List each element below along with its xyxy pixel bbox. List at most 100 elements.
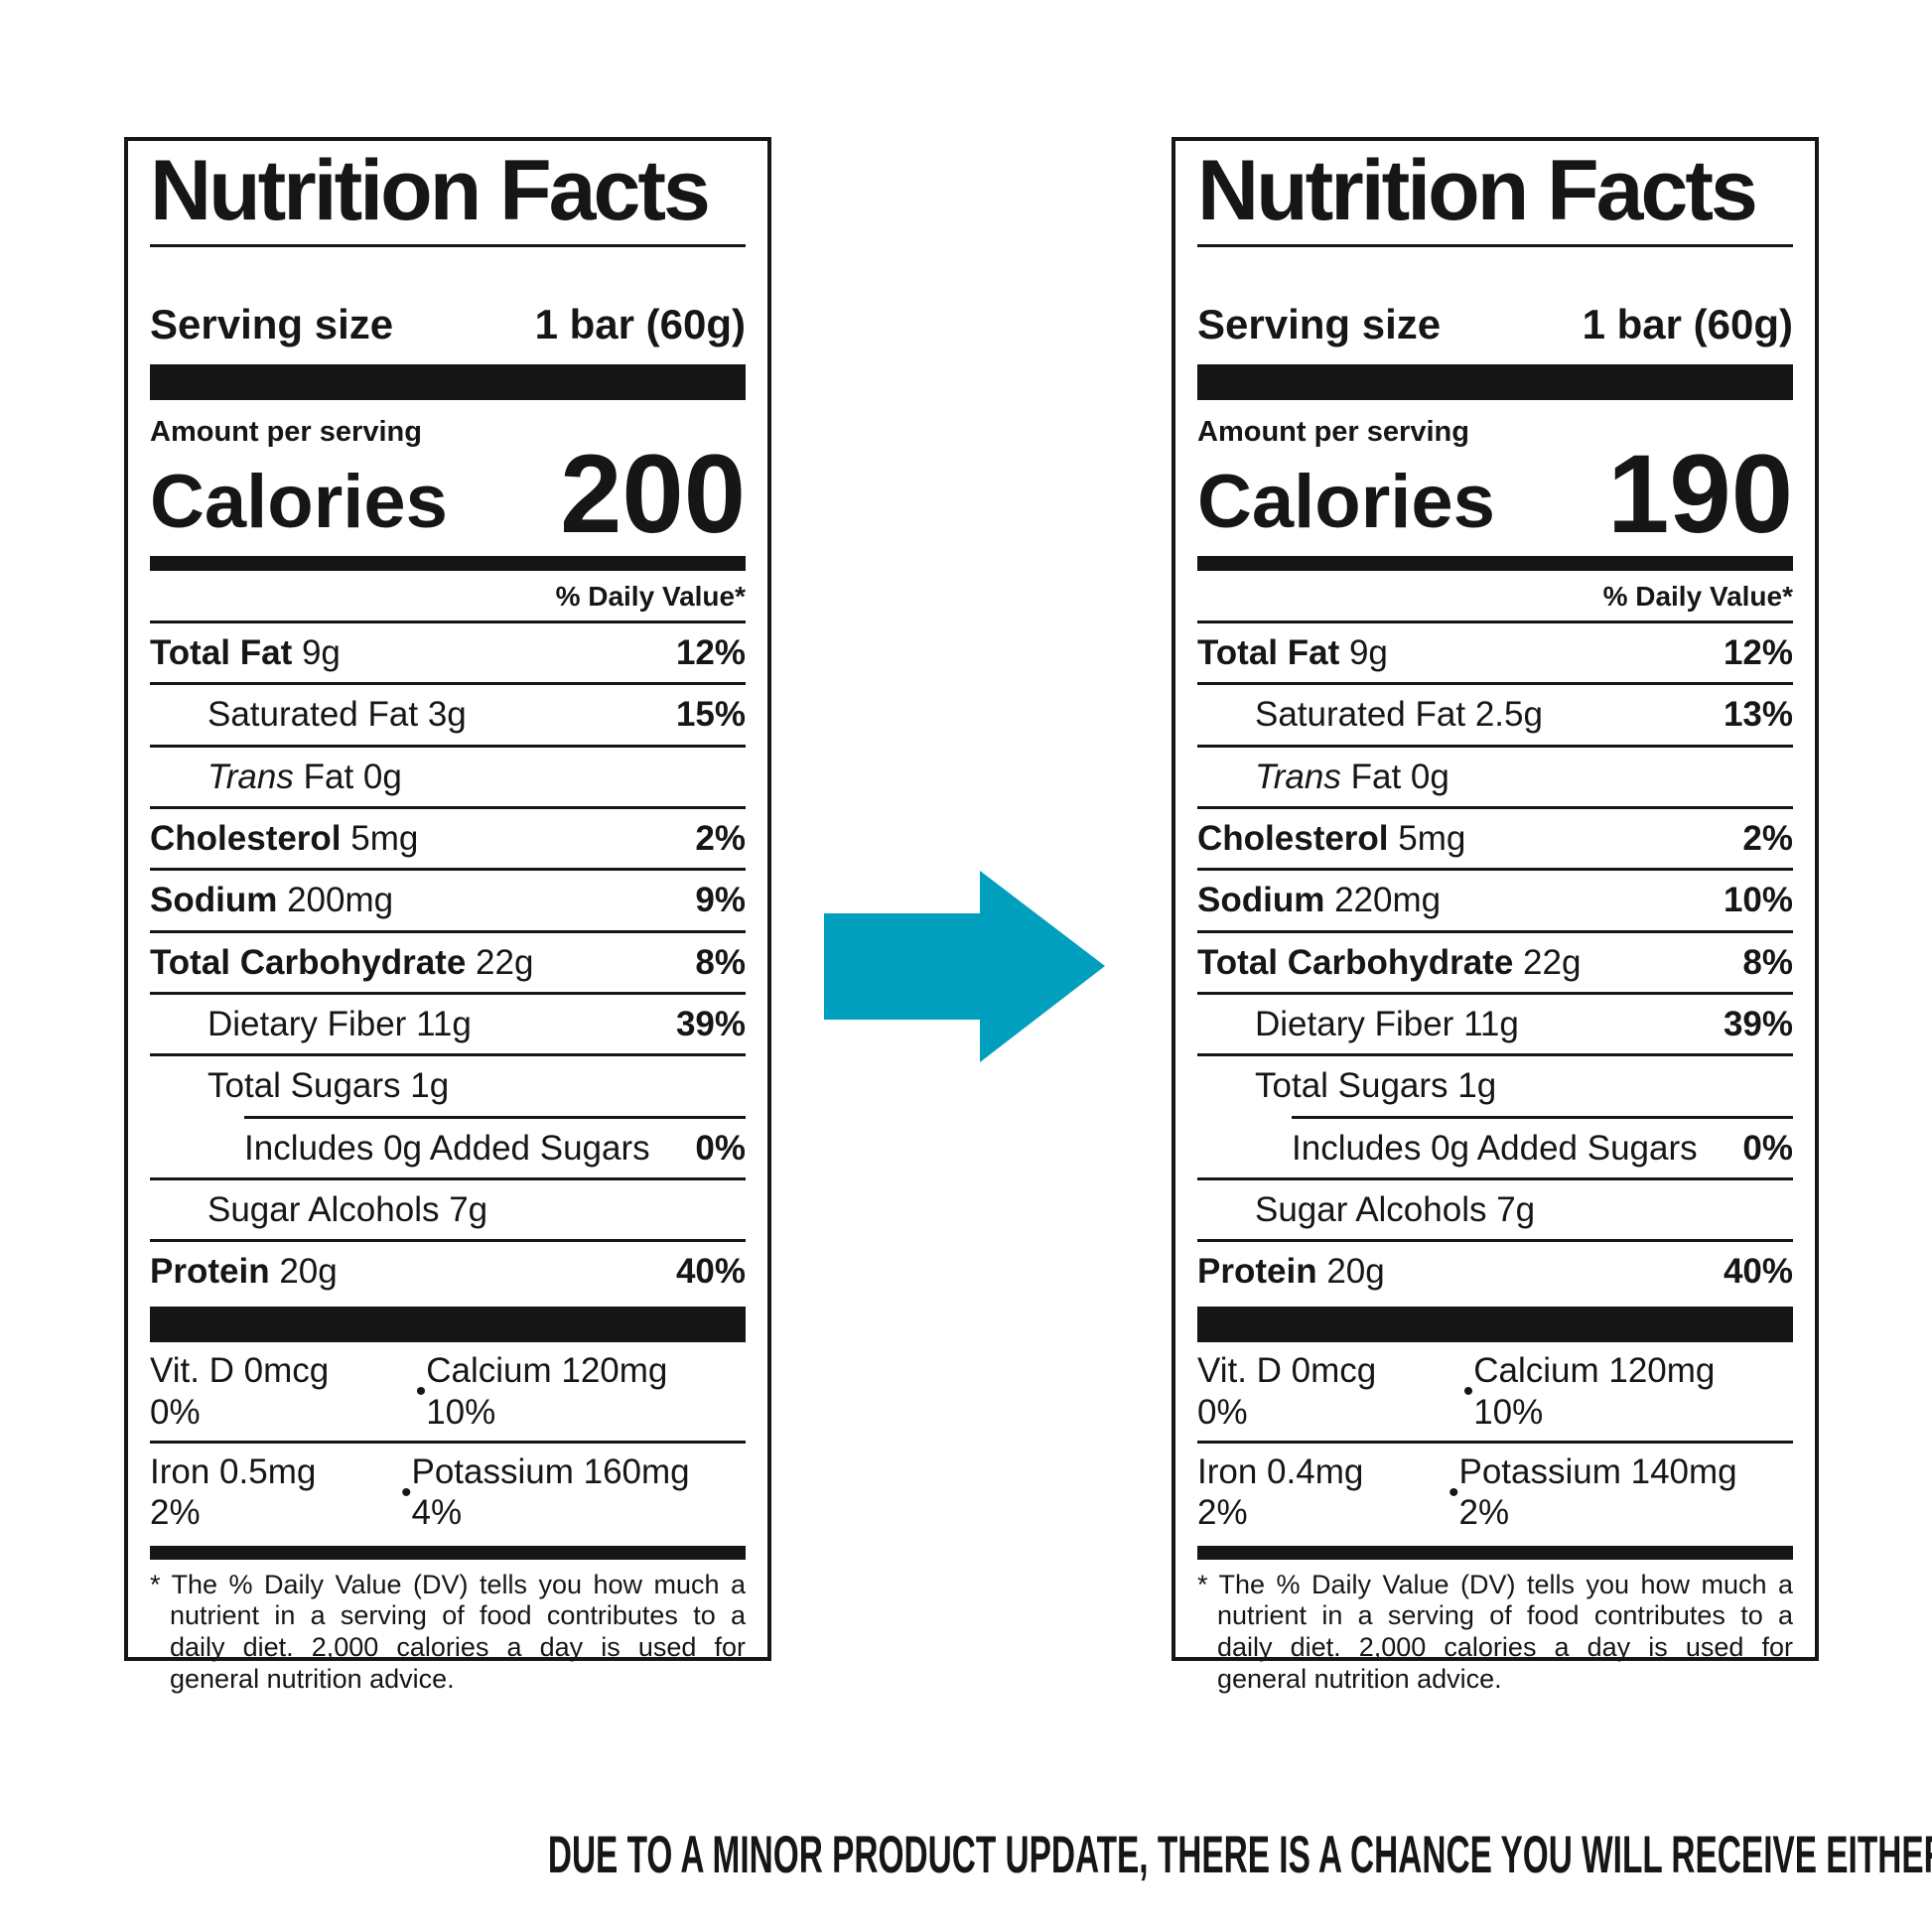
nutrition-label-updated: Nutrition Facts Serving size 1 bar (60g)… [1172, 137, 1819, 1694]
bullet-separator: • [400, 1475, 412, 1509]
nutrient-name: Saturated Fat [1255, 695, 1466, 735]
nutrient-row-added-sugars: Includes 0g Added Sugars 0% [1197, 1119, 1793, 1177]
nutrient-dv: 9% [695, 881, 746, 920]
nutrient-name: Dietary Fiber [207, 1004, 407, 1043]
micronutrient-left: Vit. D 0mcg 0% [1197, 1351, 1377, 1432]
nutrient-row-sugar-alcohols: Sugar Alcohols 7g [1197, 1176, 1793, 1239]
nutrient-dv: 39% [675, 1004, 746, 1043]
bullet-separator: • [415, 1375, 427, 1409]
nutrient-name: Cholesterol [150, 819, 342, 859]
nutrient-amount: 5mg [350, 819, 419, 859]
nutrient-row-saturated-fat: Saturated Fat 2.5g 13% [1197, 682, 1793, 744]
nutrient-amount: 7g [1496, 1189, 1536, 1229]
micronutrient-right: Calcium 120mg 10% [1473, 1351, 1716, 1432]
nutrient-dv: 8% [695, 942, 746, 982]
nutrient-amount: 22g [1523, 942, 1582, 982]
arrow-right-shape [824, 871, 1105, 1062]
nutrient-dv: 8% [1742, 942, 1793, 982]
product-update-disclaimer: DUE TO A MINOR PRODUCT UPDATE, THERE IS … [0, 1825, 1932, 1885]
nutrient-dv: 40% [1723, 1252, 1793, 1292]
nutrient-amount: 9g [301, 633, 341, 673]
calories-label: Calories [150, 460, 448, 545]
micronutrient-left: Iron 0.4mg 2% [1197, 1452, 1364, 1533]
nutrient-name: Sugar Alcohols [1255, 1189, 1487, 1229]
nutrient-amount: 1g [1457, 1066, 1497, 1106]
nutrient-row-sodium: Sodium 220mg 10% [1197, 868, 1793, 929]
nutrient-amount: 20g [1326, 1252, 1385, 1292]
nutrition-label-original: Nutrition Facts Serving size 1 bar (60g)… [124, 137, 771, 1694]
nutrient-name: Dietary Fiber [1255, 1004, 1454, 1043]
divider-bar-medium [150, 556, 746, 572]
nutrient-name: Trans [207, 757, 294, 796]
calories-row: Calories 200 [150, 432, 746, 557]
nutrient-row-total-fat: Total Fat 9g 12% [150, 621, 746, 682]
nutrient-amount: 3g [427, 695, 467, 735]
nutrient-row-saturated-fat: Saturated Fat 3g 15% [150, 682, 746, 744]
nutrient-name: Includes 0g Added Sugars [244, 1128, 650, 1168]
nutrient-row-protein: Protein 20g 40% [1197, 1239, 1793, 1301]
nutrient-dv: 2% [695, 819, 746, 859]
nutrient-amount: Fat 0g [303, 757, 402, 796]
nutrient-name: Total Sugars [1255, 1066, 1449, 1106]
nutrient-name: Total Carbohydrate [1197, 942, 1514, 982]
nutrient-name: Sodium [150, 881, 278, 920]
nutrient-row-total-sugars: Total Sugars 1g [150, 1053, 746, 1115]
nutrient-row-sugar-alcohols: Sugar Alcohols 7g [150, 1176, 746, 1239]
nutrient-amount: Fat 0g [1350, 757, 1449, 796]
nutrient-dv: 39% [1723, 1004, 1793, 1043]
nutrient-dv: 2% [1742, 819, 1793, 859]
nutrient-name: Sugar Alcohols [207, 1189, 440, 1229]
calories-value: 200 [560, 432, 746, 557]
nutrient-name: Protein [150, 1252, 270, 1292]
amount-per-serving-label: Amount per serving [1197, 415, 1469, 448]
calories-value: 190 [1607, 432, 1793, 557]
nutrient-dv: 12% [1723, 633, 1793, 673]
nutrient-row-dietary-fiber: Dietary Fiber 11g 39% [150, 991, 746, 1053]
nutrient-amount: 22g [476, 942, 534, 982]
serving-size-value: 1 bar (60g) [1582, 300, 1793, 347]
nutrient-dv: 0% [1742, 1128, 1793, 1168]
micronutrient-row-vitd-calcium: Vit. D 0mcg 0% • Calcium 120mg 10% [1197, 1342, 1793, 1441]
nutrient-row-cholesterol: Cholesterol 5mg 2% [1197, 806, 1793, 868]
daily-value-header: % Daily Value* [555, 581, 746, 613]
micronutrient-left: Iron 0.5mg 2% [150, 1452, 317, 1533]
nutrient-amount: 5mg [1398, 819, 1466, 859]
nutrient-row-total-fat: Total Fat 9g 12% [1197, 621, 1793, 682]
arrow-right-icon [824, 871, 1105, 1062]
divider-bar-thick [150, 363, 746, 400]
nutrient-row-trans-fat: Trans Fat 0g [1197, 744, 1793, 806]
nutrient-row-sodium: Sodium 200mg 9% [150, 868, 746, 929]
nutrient-amount: 11g [1463, 1004, 1519, 1043]
nutrient-row-total-carbohydrate: Total Carbohydrate 22g 8% [1197, 929, 1793, 992]
amount-per-serving-label: Amount per serving [150, 415, 422, 448]
nutrient-amount: 11g [416, 1004, 472, 1043]
micronutrient-right: Potassium 160mg 4% [411, 1452, 690, 1533]
serving-size-label: Serving size [1197, 300, 1442, 347]
calories-label: Calories [1197, 460, 1495, 545]
nutrient-name: Trans [1255, 757, 1341, 796]
nutrient-row-added-sugars: Includes 0g Added Sugars 0% [150, 1119, 746, 1177]
disclaimer-text: DUE TO A MINOR PRODUCT UPDATE, THERE IS … [547, 1826, 1932, 1884]
micronutrient-right: Calcium 120mg 10% [426, 1351, 668, 1432]
nutrient-row-dietary-fiber: Dietary Fiber 11g 39% [1197, 991, 1793, 1053]
divider-bar-thick [150, 1307, 746, 1343]
nutrient-row-trans-fat: Trans Fat 0g [150, 744, 746, 806]
nutrient-dv: 12% [675, 633, 746, 673]
nutrient-dv: 13% [1723, 695, 1793, 735]
micronutrient-row-iron-potassium: Iron 0.4mg 2% • Potassium 140mg 2% [1197, 1441, 1793, 1542]
bullet-separator: • [1448, 1475, 1459, 1509]
nutrient-dv: 15% [675, 695, 746, 735]
nutrient-name: Cholesterol [1197, 819, 1389, 859]
nutrient-name: Saturated Fat [207, 695, 419, 735]
divider-bar-footer [1197, 1545, 1793, 1560]
indented-divider [1292, 1115, 1793, 1119]
daily-value-footnote: * The % Daily Value (DV) tells you how m… [1197, 1569, 1793, 1695]
micronutrient-row-vitd-calcium: Vit. D 0mcg 0% • Calcium 120mg 10% [150, 1342, 746, 1441]
nutrient-name: Sodium [1197, 881, 1325, 920]
nutrient-name: Total Fat [150, 633, 293, 673]
nutrient-amount: 20g [279, 1252, 338, 1292]
serving-size-label: Serving size [150, 300, 394, 347]
divider-bar-thick [1197, 1307, 1793, 1343]
divider-bar-medium [1197, 556, 1793, 572]
